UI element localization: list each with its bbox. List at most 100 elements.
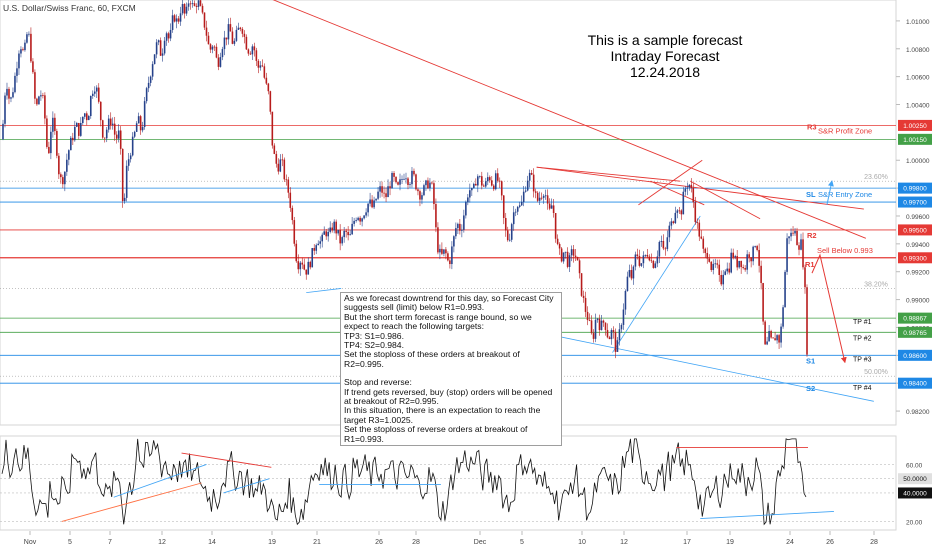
candle-body — [471, 187, 473, 191]
blue-support-trendline — [612, 215, 701, 353]
candle-body — [76, 123, 78, 127]
candle-body — [728, 268, 730, 273]
candle-body — [413, 170, 415, 175]
candle-body — [6, 88, 8, 96]
candle-body — [22, 49, 24, 51]
candle-body — [742, 267, 744, 269]
candle-body — [215, 46, 218, 58]
osc-tick-label: 20.00 — [906, 519, 923, 526]
candle-body — [105, 129, 108, 139]
candle-body — [333, 221, 335, 231]
candle-body — [83, 113, 86, 117]
candle-body — [155, 42, 158, 55]
candle-body — [8, 88, 10, 99]
candle-body — [46, 118, 48, 147]
candle-body — [137, 116, 140, 124]
price-tick-label: 1.00400 — [906, 103, 930, 110]
candle-body — [197, 0, 200, 7]
candle-body — [790, 232, 792, 237]
candle-body — [530, 172, 533, 175]
candle-body — [109, 118, 112, 125]
candle-body — [38, 96, 40, 105]
candle-body — [668, 225, 671, 238]
candle-body — [588, 320, 591, 321]
candle-body — [592, 333, 595, 339]
candle-body — [327, 231, 329, 237]
candle-body — [792, 232, 794, 234]
candle-body — [151, 64, 154, 77]
candle-body — [512, 212, 515, 225]
candle-body — [191, 3, 194, 5]
time-tick-label: Dec — [474, 539, 487, 546]
candle-body — [752, 246, 754, 262]
candle-body — [626, 276, 629, 291]
forecast-line-2: Intraday Forecast — [610, 48, 720, 64]
candle-body — [435, 204, 437, 228]
candle-body — [80, 123, 82, 136]
candle-body — [173, 15, 176, 22]
candle-body — [233, 40, 236, 44]
note-line: If trend gets reversed, buy (stop) order… — [344, 386, 553, 407]
candle-body — [363, 215, 365, 219]
lower-channel-trendline — [548, 334, 874, 402]
candle-body — [231, 31, 234, 44]
candle-body — [714, 263, 717, 265]
candle-body — [441, 248, 443, 254]
candle-body — [634, 254, 637, 267]
candle-body — [660, 240, 663, 242]
candle-body — [748, 254, 750, 258]
candle-body — [149, 76, 152, 83]
candle-body — [439, 248, 441, 253]
time-tick-label: 19 — [268, 539, 276, 546]
candle-body — [93, 91, 96, 94]
annotations-layer: R3 S&R Profit Zone SL S&R Entry Zone R2 R1Sel… — [805, 122, 873, 393]
candle-body — [169, 29, 172, 39]
candle-body — [99, 101, 102, 121]
candle-body — [590, 320, 593, 334]
candle-body — [117, 130, 120, 139]
candle-body — [369, 199, 371, 204]
candle-body — [387, 186, 389, 198]
candle-body — [409, 184, 411, 185]
candle-body — [732, 252, 734, 258]
price-tick-label: 0.99200 — [906, 270, 930, 277]
candle-body — [395, 176, 397, 183]
candle-body — [776, 335, 778, 341]
candle-body — [209, 44, 212, 50]
candle-body — [662, 240, 665, 249]
candle-body — [101, 120, 104, 138]
candle-body — [165, 33, 168, 41]
candle-body — [263, 66, 266, 78]
candle-body — [205, 27, 208, 36]
candle-body — [632, 266, 635, 279]
candle-body — [271, 111, 274, 146]
candle-body — [455, 228, 457, 237]
candle-body — [331, 227, 333, 231]
candle-body — [576, 256, 579, 261]
osc-reference-tag — [898, 473, 932, 485]
tp4-label: TP #4 — [853, 385, 872, 392]
candle-body — [251, 46, 254, 55]
candle-body — [277, 163, 280, 172]
candle-body — [261, 65, 264, 67]
candle-body — [782, 307, 784, 327]
entry-zone-label: S&R Entry Zone — [818, 190, 872, 199]
candle-body — [532, 174, 535, 192]
candle-body — [760, 265, 762, 284]
time-tick-label: 28 — [870, 539, 878, 546]
candle-body — [125, 165, 128, 198]
candle-body — [716, 263, 719, 265]
candle-body — [253, 46, 256, 51]
candle-body — [650, 260, 653, 262]
candle-body — [347, 231, 349, 236]
candle-body — [459, 223, 461, 231]
candle-body — [483, 185, 485, 187]
candle-body — [241, 28, 244, 34]
candle-body — [163, 40, 166, 54]
candle-body — [379, 186, 381, 192]
candle-body — [540, 197, 543, 199]
fib-level-label: 50.00% — [864, 369, 888, 376]
candle-body — [730, 252, 732, 273]
level-price-tag-text: 0.98600 — [903, 353, 927, 360]
candle-body — [524, 190, 527, 192]
